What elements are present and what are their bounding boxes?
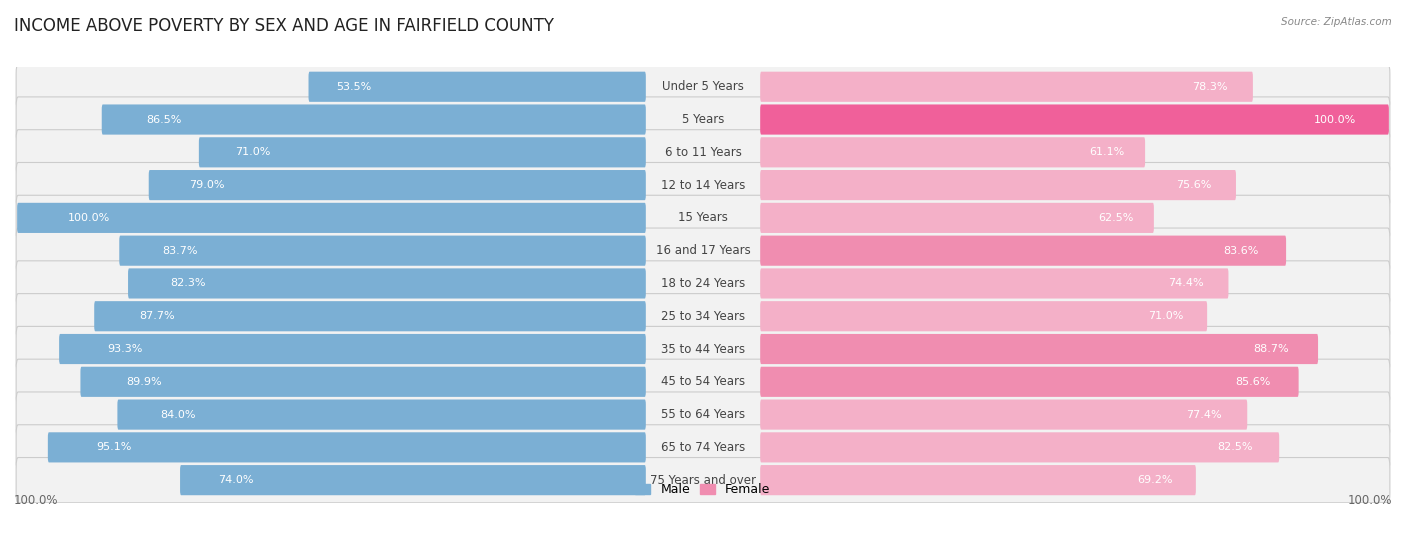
Text: 18 to 24 Years: 18 to 24 Years (661, 277, 745, 290)
FancyBboxPatch shape (59, 334, 645, 364)
FancyBboxPatch shape (101, 105, 645, 135)
FancyBboxPatch shape (15, 163, 1391, 208)
FancyBboxPatch shape (761, 432, 1279, 462)
Text: Under 5 Years: Under 5 Years (662, 80, 744, 93)
FancyBboxPatch shape (15, 293, 1391, 339)
FancyBboxPatch shape (761, 138, 1144, 167)
FancyBboxPatch shape (15, 425, 1391, 470)
FancyBboxPatch shape (117, 400, 645, 430)
FancyBboxPatch shape (15, 130, 1391, 175)
Text: 83.7%: 83.7% (162, 245, 198, 255)
Text: 75.6%: 75.6% (1175, 180, 1211, 190)
Text: 93.3%: 93.3% (107, 344, 142, 354)
FancyBboxPatch shape (761, 235, 1286, 266)
Text: 100.0%: 100.0% (14, 494, 59, 507)
FancyBboxPatch shape (15, 228, 1391, 273)
FancyBboxPatch shape (761, 72, 1253, 102)
Text: 75 Years and over: 75 Years and over (650, 473, 756, 487)
Text: 89.9%: 89.9% (127, 377, 162, 387)
FancyBboxPatch shape (198, 138, 645, 167)
Text: 71.0%: 71.0% (1149, 311, 1184, 321)
Text: 86.5%: 86.5% (146, 115, 181, 125)
FancyBboxPatch shape (761, 268, 1229, 299)
Text: 100.0%: 100.0% (1347, 494, 1392, 507)
Text: 61.1%: 61.1% (1090, 148, 1125, 157)
FancyBboxPatch shape (761, 170, 1236, 200)
Text: 100.0%: 100.0% (1315, 115, 1357, 125)
Text: 74.0%: 74.0% (218, 475, 253, 485)
Text: 16 and 17 Years: 16 and 17 Years (655, 244, 751, 257)
Text: 45 to 54 Years: 45 to 54 Years (661, 375, 745, 389)
FancyBboxPatch shape (120, 235, 645, 266)
FancyBboxPatch shape (48, 432, 645, 462)
Text: 87.7%: 87.7% (139, 311, 174, 321)
Text: 79.0%: 79.0% (190, 180, 225, 190)
FancyBboxPatch shape (761, 105, 1389, 135)
Text: 82.5%: 82.5% (1216, 442, 1253, 452)
FancyBboxPatch shape (149, 170, 645, 200)
FancyBboxPatch shape (761, 400, 1247, 430)
Text: 15 Years: 15 Years (678, 211, 728, 224)
FancyBboxPatch shape (15, 64, 1391, 110)
FancyBboxPatch shape (15, 326, 1391, 372)
FancyBboxPatch shape (15, 195, 1391, 240)
Text: 25 to 34 Years: 25 to 34 Years (661, 310, 745, 323)
Text: 83.6%: 83.6% (1223, 245, 1258, 255)
FancyBboxPatch shape (761, 367, 1299, 397)
FancyBboxPatch shape (15, 261, 1391, 306)
Text: 55 to 64 Years: 55 to 64 Years (661, 408, 745, 421)
Text: 82.3%: 82.3% (170, 278, 205, 288)
Text: INCOME ABOVE POVERTY BY SEX AND AGE IN FAIRFIELD COUNTY: INCOME ABOVE POVERTY BY SEX AND AGE IN F… (14, 17, 554, 35)
Text: 12 to 14 Years: 12 to 14 Years (661, 178, 745, 192)
Text: 53.5%: 53.5% (336, 82, 371, 92)
FancyBboxPatch shape (180, 465, 645, 495)
FancyBboxPatch shape (761, 465, 1197, 495)
FancyBboxPatch shape (15, 457, 1391, 503)
Text: Source: ZipAtlas.com: Source: ZipAtlas.com (1281, 17, 1392, 27)
FancyBboxPatch shape (15, 359, 1391, 404)
FancyBboxPatch shape (17, 203, 645, 233)
FancyBboxPatch shape (308, 72, 645, 102)
Text: 62.5%: 62.5% (1098, 213, 1133, 223)
FancyBboxPatch shape (761, 301, 1208, 331)
FancyBboxPatch shape (15, 97, 1391, 142)
FancyBboxPatch shape (80, 367, 645, 397)
FancyBboxPatch shape (761, 334, 1317, 364)
Legend: Male, Female: Male, Female (630, 478, 776, 501)
Text: 35 to 44 Years: 35 to 44 Years (661, 343, 745, 356)
Text: 78.3%: 78.3% (1192, 82, 1227, 92)
FancyBboxPatch shape (15, 392, 1391, 437)
Text: 88.7%: 88.7% (1254, 344, 1289, 354)
Text: 6 to 11 Years: 6 to 11 Years (665, 146, 741, 159)
FancyBboxPatch shape (94, 301, 645, 331)
Text: 95.1%: 95.1% (97, 442, 132, 452)
Text: 5 Years: 5 Years (682, 113, 724, 126)
FancyBboxPatch shape (128, 268, 645, 299)
FancyBboxPatch shape (761, 203, 1154, 233)
Text: 65 to 74 Years: 65 to 74 Years (661, 441, 745, 454)
Text: 71.0%: 71.0% (235, 148, 271, 157)
Text: 85.6%: 85.6% (1236, 377, 1271, 387)
Text: 77.4%: 77.4% (1187, 410, 1222, 420)
Text: 84.0%: 84.0% (160, 410, 195, 420)
Text: 74.4%: 74.4% (1168, 278, 1204, 288)
Text: 100.0%: 100.0% (69, 213, 111, 223)
Text: 69.2%: 69.2% (1137, 475, 1173, 485)
